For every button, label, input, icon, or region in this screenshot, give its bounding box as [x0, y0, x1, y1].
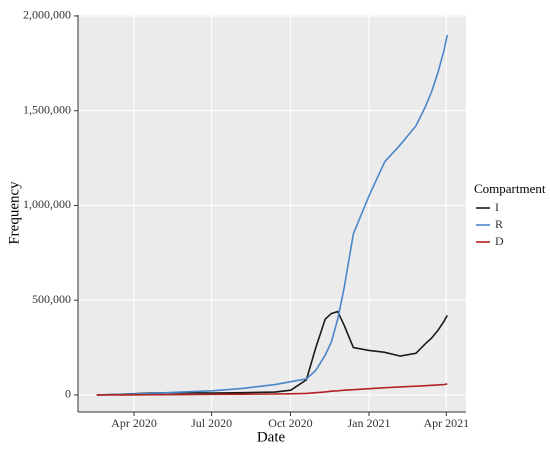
y-tick-label: 500,000	[32, 292, 71, 306]
y-axis-title: Frequency	[6, 181, 22, 245]
x-tick-label: Apr 2020	[111, 416, 157, 430]
legend-title: Compartment	[474, 181, 546, 196]
y-tick-label: 0	[65, 387, 71, 401]
lines	[96, 34, 449, 396]
y-tick-label: 2,000,000	[23, 8, 71, 22]
y-tick-label: 1,500,000	[23, 102, 71, 116]
x-tick-label: Jul 2020	[191, 416, 232, 430]
x-tick-label: Apr 2021	[423, 416, 469, 430]
series-line	[96, 34, 449, 396]
legend-label: R	[495, 217, 503, 231]
grid	[78, 15, 466, 412]
series-line	[96, 383, 448, 396]
y-tick-label: 1,000,000	[23, 197, 71, 211]
legend-label: D	[495, 234, 504, 248]
x-tick-label: Jan 2021	[348, 416, 391, 430]
x-axis-title: Date	[257, 429, 286, 445]
panel	[78, 15, 466, 412]
x-tick-label: Oct 2020	[268, 416, 312, 430]
legend-label: I	[495, 200, 499, 214]
series-line	[96, 310, 448, 396]
